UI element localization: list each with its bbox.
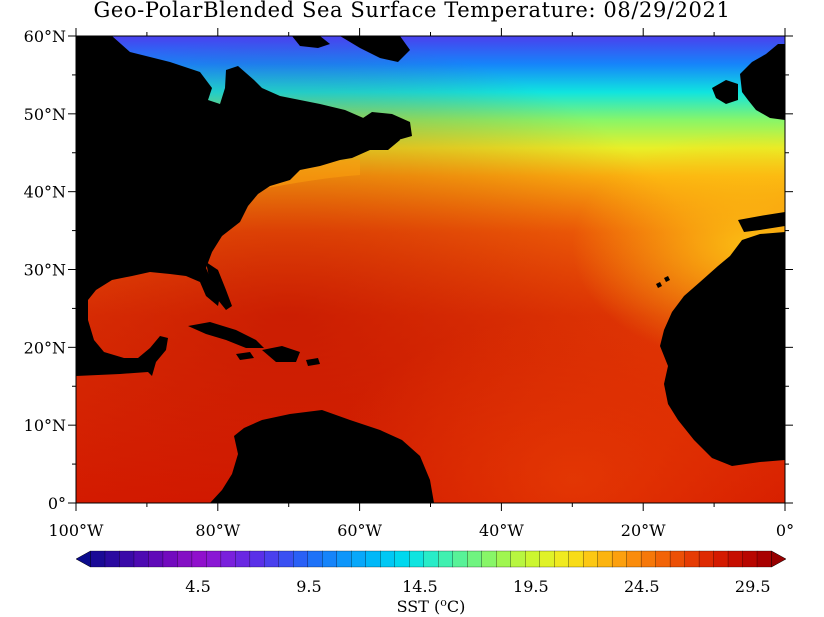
- colorbar-swatch: [481, 550, 497, 568]
- colorbar-swatch: [640, 550, 657, 568]
- colorbar-swatch: [235, 550, 251, 568]
- colorbar-swatch: [220, 550, 236, 568]
- colorbar-swatch: [539, 550, 555, 568]
- lon-tick-label: 0°: [776, 521, 794, 540]
- colorbar-swatch: [162, 550, 178, 568]
- colorbar-swatch: [423, 550, 439, 568]
- colorbar-tick-label: 29.5: [735, 577, 771, 596]
- colorbar-swatch: [104, 550, 120, 568]
- colorbar-low-arrow: [75, 550, 91, 568]
- lat-tick-label: 0°: [48, 494, 66, 513]
- colorbar-swatch: [191, 550, 207, 568]
- colorbar-swatch: [307, 550, 323, 568]
- colorbar-swatch: [626, 550, 642, 568]
- colorbar-tick-label: 19.5: [513, 577, 549, 596]
- colorbar-swatch: [684, 550, 700, 568]
- lon-tick-label: 100°W: [49, 521, 105, 540]
- colorbar-swatch: [568, 550, 584, 568]
- colorbar-high-arrow: [771, 550, 787, 568]
- colorbar-swatch: [467, 550, 483, 568]
- colorbar-tick-label: 9.5: [296, 577, 321, 596]
- lat-tick-label: 10°N: [24, 416, 66, 435]
- colorbar-tick-label: 4.5: [185, 577, 210, 596]
- map-title: Geo-PolarBlended Sea Surface Temperature…: [93, 0, 731, 22]
- north-america-land: [76, 36, 400, 376]
- colorbar-swatch: [525, 550, 541, 568]
- colorbar-swatch: [409, 550, 425, 568]
- colorbar-swatch: [438, 550, 454, 568]
- colorbar-swatch: [669, 550, 686, 568]
- colorbar-tick-label: 24.5: [624, 577, 660, 596]
- labrador-coast-land: [340, 36, 410, 62]
- ireland-land: [712, 80, 738, 104]
- colorbar-swatch: [756, 550, 772, 568]
- colorbar-swatch: [351, 550, 367, 568]
- colorbar-swatch: [206, 550, 222, 568]
- puerto-rico-land: [306, 358, 320, 366]
- africa-land: [660, 232, 785, 466]
- colorbar-swatch: [133, 550, 149, 568]
- colorbar-swatch: [293, 550, 309, 568]
- colorbar-swatch: [148, 550, 164, 568]
- lon-tick-label: 20°W: [621, 521, 666, 540]
- colorbar-swatch: [365, 550, 381, 568]
- greenland-land: [292, 36, 330, 48]
- sst-field: [76, 36, 785, 503]
- colorbar-swatch: [119, 550, 135, 568]
- colorbar-swatch: [90, 550, 106, 568]
- colorbar-swatch: [394, 550, 410, 568]
- colorbar-swatch: [496, 550, 512, 568]
- colorbar-swatch: [611, 550, 628, 568]
- south-america-land: [210, 410, 434, 503]
- colorbar-swatch: [655, 550, 671, 568]
- iberia-land: [738, 212, 785, 232]
- latitude-axis: 0° 10°N 20°N 30°N 40°N 50°N 60°N: [24, 27, 793, 513]
- british-isles-land: [740, 44, 785, 120]
- lon-tick-label: 60°W: [337, 521, 382, 540]
- colorbar-swatch: [554, 550, 570, 568]
- colorbar-swatch: [742, 550, 758, 568]
- longitude-axis: 100°W 80°W 60°W 40°W 20°W 0°: [49, 28, 794, 540]
- colorbar-swatch: [322, 550, 338, 568]
- lat-tick-label: 60°N: [24, 27, 66, 46]
- colorbar-swatch: [249, 550, 265, 568]
- land-masses: [76, 36, 785, 503]
- colorbar-swatch: [713, 550, 729, 568]
- cuba-land: [188, 322, 264, 348]
- lat-tick-label: 20°N: [24, 338, 66, 357]
- lat-tick-label: 50°N: [24, 105, 66, 124]
- lat-tick-label: 30°N: [24, 261, 66, 280]
- hispaniola-land: [262, 346, 300, 362]
- colorbar-swatch: [452, 550, 468, 568]
- colorbar-title: SST (oC): [397, 596, 466, 616]
- lon-tick-label: 80°W: [195, 521, 240, 540]
- colorbar-swatch: [278, 550, 294, 568]
- lon-tick-label: 40°W: [479, 521, 524, 540]
- newfoundland-land: [360, 112, 412, 140]
- colorbar-swatch: [177, 550, 193, 568]
- colorbar-swatch: [380, 550, 396, 568]
- lat-tick-label: 40°N: [24, 183, 66, 202]
- colorbar-swatch: [510, 550, 526, 568]
- colorbar-swatch: [597, 550, 613, 568]
- colorbar-labels: 4.5 9.5 14.5 19.5 24.5 29.5: [185, 577, 770, 596]
- jamaica-land: [236, 352, 254, 360]
- colorbar: [75, 550, 787, 568]
- colorbar-swatch: [727, 550, 743, 568]
- colorbar-swatch: [336, 550, 352, 568]
- colorbar-swatch: [264, 550, 280, 568]
- florida-land: [206, 262, 232, 310]
- colorbar-swatch: [582, 550, 599, 568]
- colorbar-swatch: [698, 550, 715, 568]
- colorbar-tick-label: 14.5: [402, 577, 438, 596]
- canary-islands-land: [656, 276, 670, 288]
